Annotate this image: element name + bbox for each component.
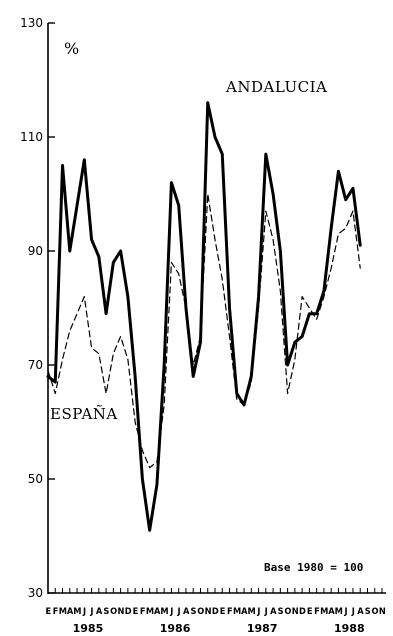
x-tick-label: E: [133, 606, 139, 617]
x-tick-label: N: [292, 606, 299, 617]
x-tick-label: E: [220, 606, 226, 617]
unit-label: %: [64, 39, 79, 58]
x-tick-label: O: [372, 606, 379, 617]
y-tick-label: 70: [28, 358, 43, 372]
x-tick-label: A: [67, 606, 74, 617]
x-tick-label: S: [365, 606, 371, 617]
year-label: 1988: [334, 622, 365, 635]
x-tick-label: S: [103, 606, 109, 617]
chart-series: [46, 101, 362, 532]
y-tick-label: 50: [28, 472, 43, 486]
x-tick-label: A: [183, 606, 190, 617]
x-tick-label: J: [89, 606, 93, 617]
series-line-andalucia: [46, 101, 362, 532]
chart-axes: [47, 23, 386, 594]
x-tick-label: A: [270, 606, 277, 617]
x-tick-label: F: [140, 606, 145, 617]
x-tick-label: D: [125, 606, 132, 617]
x-tick-label: J: [351, 606, 355, 617]
year-label: 1985: [73, 622, 104, 635]
x-tick-label: M: [247, 606, 255, 617]
x-tick-label: M: [335, 606, 343, 617]
x-tick-label: J: [343, 606, 347, 617]
x-tick-label: M: [320, 606, 328, 617]
x-tick-label: A: [241, 606, 248, 617]
y-axis-ticks: 30 50 70 90 110 130: [20, 16, 55, 600]
x-tick-label: F: [227, 606, 232, 617]
x-tick-label: O: [284, 606, 291, 617]
x-tick-label: J: [264, 606, 268, 617]
x-tick-label: E: [307, 606, 313, 617]
x-tick-label: S: [191, 606, 197, 617]
x-tick-label: J: [169, 606, 173, 617]
x-tick-label: M: [233, 606, 241, 617]
y-tick-label: 130: [20, 16, 43, 30]
year-label: 1987: [247, 622, 278, 635]
x-tick-label: J: [176, 606, 180, 617]
x-tick-label: N: [117, 606, 124, 617]
x-tick-label: O: [110, 606, 117, 617]
series-label-espana: ESPAÑA: [50, 405, 118, 423]
x-tick-label: D: [212, 606, 219, 617]
year-label: 1986: [160, 622, 191, 635]
series-label-andalucia: ANDALUCIA: [225, 78, 327, 96]
x-tick-label: M: [59, 606, 67, 617]
series-line-espana: [47, 193, 361, 469]
x-tick-label: J: [256, 606, 260, 617]
x-tick-label: F: [53, 606, 58, 617]
x-tick-label: E: [45, 606, 51, 617]
x-tick-label: N: [205, 606, 212, 617]
x-tick-label: A: [154, 606, 161, 617]
x-tick-label: A: [96, 606, 103, 617]
x-tick-label: N: [379, 606, 386, 617]
x-tick-label: O: [197, 606, 204, 617]
base-note: Base 1980 = 100: [264, 561, 363, 574]
x-tick-label: M: [146, 606, 154, 617]
x-tick-label: S: [278, 606, 284, 617]
x-tick-label: M: [160, 606, 168, 617]
x-tick-label: A: [357, 606, 364, 617]
x-tick-label: M: [73, 606, 81, 617]
x-tick-label: D: [299, 606, 306, 617]
x-tick-label: J: [82, 606, 86, 617]
x-tick-label: A: [328, 606, 335, 617]
y-tick-label: 110: [20, 130, 43, 144]
y-tick-label: 90: [28, 244, 43, 258]
y-tick-label: 30: [28, 586, 43, 600]
x-tick-label: F: [314, 606, 319, 617]
